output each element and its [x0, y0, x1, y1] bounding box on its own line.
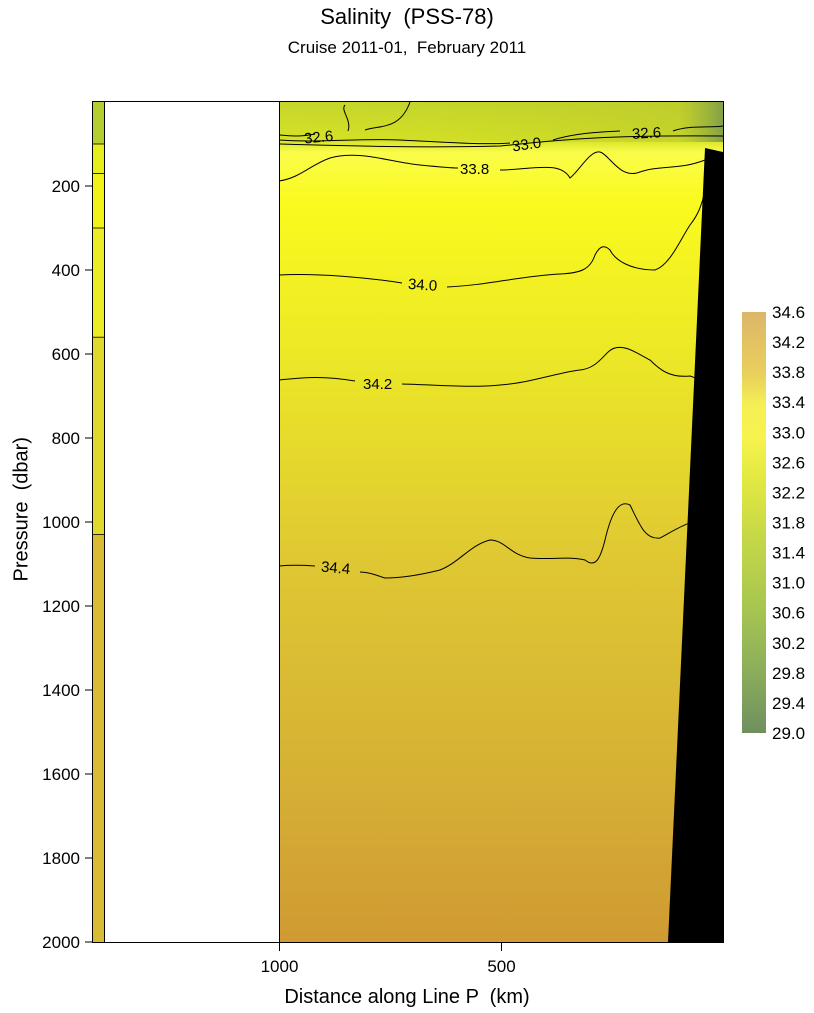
y-tick-label: 2000: [42, 933, 80, 952]
contour-line-34-0: [278, 189, 706, 288]
y-tick-label: 1200: [42, 597, 80, 616]
x-axis: 1000 500: [261, 942, 516, 976]
contour-label: 34.4: [320, 559, 351, 578]
contour-line-33-8: [278, 151, 706, 182]
colorbar-tick-label: 29.4: [772, 694, 805, 713]
y-tick-label: 600: [52, 345, 80, 364]
x-tick-label: 500: [487, 957, 515, 976]
missing-data-area: [104, 102, 279, 942]
contour-line-surface: [278, 135, 724, 148]
salinity-field: [279, 102, 723, 942]
chart-title: Salinity (PSS-78): [320, 4, 494, 29]
colorbar-tick-label: 33.4: [772, 393, 805, 412]
profile-bar-segment: [93, 102, 104, 144]
y-tick-label: 800: [52, 429, 80, 448]
contour-line-34-2: [278, 346, 706, 387]
y-tick-label: 400: [52, 261, 80, 280]
colorbar-tick-label: 32.6: [772, 453, 805, 472]
contour-label: 32.6: [303, 128, 334, 148]
colorbar-tick-label: 30.2: [772, 634, 805, 653]
chart-subtitle: Cruise 2011-01, February 2011: [287, 38, 527, 57]
contour-label: 34.0: [407, 276, 437, 295]
x-tick-label: 1000: [261, 957, 299, 976]
y-tick-label: 1600: [42, 765, 80, 784]
contour-line-32-6: [278, 101, 411, 137]
contour-labels: 32.6 33.0 32.6 33.8 34.0 34.2 34.4: [303, 124, 661, 578]
profile-bar: [93, 102, 104, 942]
colorbar-labels: 34.6 34.2 33.8 33.4 33.0 32.6 32.2 31.8 31.4 31.0…: [772, 303, 805, 743]
contour-label: 32.6: [632, 124, 662, 143]
contour-line-33-0: [278, 125, 724, 145]
y-tick-label: 1800: [42, 849, 80, 868]
y-tick-label: 1400: [42, 681, 80, 700]
colorbar-tick-label: 33.0: [772, 423, 805, 442]
colorbar-tick-label: 32.2: [772, 483, 805, 502]
profile-bar-segment: [93, 173, 104, 228]
colorbar-tick-label: 30.6: [772, 604, 805, 623]
profile-bar-segment: [93, 228, 104, 338]
colorbar-tick-label: 33.8: [772, 363, 805, 382]
y-tick-label: 200: [52, 177, 80, 196]
y-tick-label: 1000: [42, 513, 80, 532]
colorbar-tick-label: 31.4: [772, 544, 805, 563]
profile-bar-segment: [93, 534, 104, 942]
colorbar: [742, 312, 766, 733]
colorbar-tick-label: 29.8: [772, 664, 805, 683]
contour-label: 33.8: [460, 161, 489, 178]
profile-bar-segment: [93, 144, 104, 174]
surface-fresh-layer: [279, 102, 723, 142]
colorbar-tick-label: 29.0: [772, 724, 805, 743]
contour-line-34-4: [278, 503, 706, 579]
profile-bar-segment: [93, 337, 104, 535]
contour-label: 33.0: [511, 135, 542, 156]
y-axis: 200 400 600 800 1000 1200 1400 1600 1800 2000: [42, 177, 93, 952]
colorbar-tick-label: 31.0: [772, 574, 805, 593]
colorbar-tick-label: 34.6: [772, 303, 805, 322]
bathymetry-mask: [668, 148, 723, 942]
colorbar-tick-label: 34.2: [772, 333, 805, 352]
contour-label: 34.2: [363, 376, 392, 393]
colorbar-tick-label: 31.8: [772, 514, 805, 533]
contour-lines: [278, 101, 724, 579]
x-axis-label: Distance along Line P (km): [284, 986, 530, 1008]
